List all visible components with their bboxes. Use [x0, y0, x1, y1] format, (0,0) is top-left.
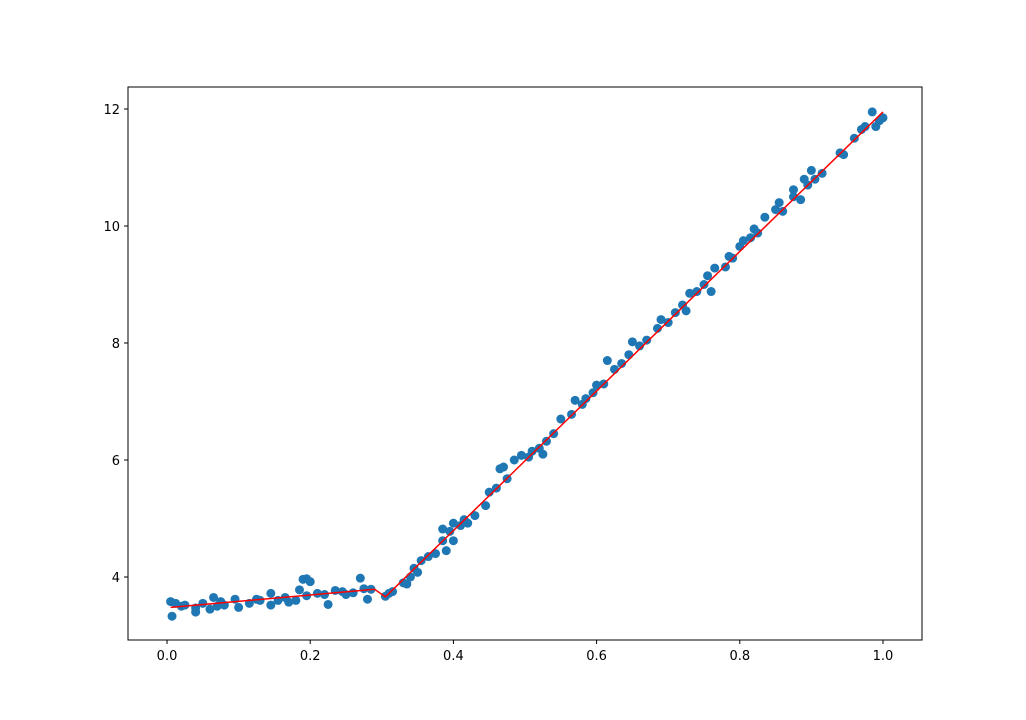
scatter-point	[556, 414, 566, 424]
scatter-point	[312, 588, 322, 598]
scatter-point	[209, 592, 219, 602]
scatter-point	[167, 611, 177, 621]
scatter-point	[423, 552, 433, 562]
y-tick-label: 6	[112, 454, 120, 469]
scatter-point	[685, 288, 695, 298]
fit-line	[170, 111, 884, 609]
scatter-point	[499, 462, 509, 472]
scatter-point	[355, 573, 365, 583]
y-tick-label: 8	[112, 337, 120, 352]
x-tick-label: 0.2	[300, 649, 321, 664]
y-tick-label: 10	[103, 220, 120, 235]
x-tick-label: 0.8	[729, 649, 750, 664]
x-tick-label: 1.0	[873, 649, 894, 664]
scatter-point	[541, 436, 551, 446]
scatter-point	[266, 600, 276, 610]
scatter-point	[266, 588, 276, 598]
scatter-point	[234, 602, 244, 612]
scatter-point	[703, 271, 713, 281]
scatter-point	[294, 585, 304, 595]
scatter-point	[205, 604, 215, 614]
scatter-point	[431, 549, 441, 559]
scatter-point	[681, 306, 691, 316]
scatter-point	[570, 395, 580, 405]
scatter-point	[588, 388, 598, 398]
scatter-point	[284, 597, 294, 607]
scatter-point	[771, 205, 781, 215]
scatter-point	[624, 350, 634, 360]
x-tick-label: 0.0	[157, 649, 178, 664]
scatter-point	[348, 588, 358, 598]
scatter-point	[388, 587, 398, 597]
scatter-point	[817, 168, 827, 178]
scatter-point	[839, 150, 849, 160]
scatter-point	[445, 526, 455, 536]
scatter-point	[516, 450, 526, 460]
scatter-point	[463, 518, 473, 528]
scatter-point	[652, 323, 662, 333]
x-tick-label: 0.4	[443, 649, 464, 664]
scatter-point	[774, 198, 784, 208]
scatter-point	[878, 113, 888, 123]
scatter-point	[867, 107, 877, 117]
scatter-point	[323, 599, 333, 609]
scatter-point	[642, 335, 652, 345]
scatter-point	[656, 315, 666, 325]
scatter-point	[198, 598, 208, 608]
scatter-point	[806, 165, 816, 175]
scatter-point	[706, 287, 716, 297]
scatter-point	[438, 524, 448, 534]
scatter-point	[441, 546, 451, 556]
scatter-point	[692, 287, 702, 297]
scatter-point	[710, 263, 720, 273]
scatter-point	[788, 192, 798, 202]
scatter-point	[592, 380, 602, 390]
axes-frame	[127, 86, 923, 641]
scatter-point	[362, 594, 372, 604]
y-tick-label: 4	[112, 571, 120, 586]
scatter-point	[760, 212, 770, 222]
scatter-point	[788, 185, 798, 195]
scatter-point	[720, 262, 730, 272]
scatter-point	[255, 595, 265, 605]
scatter-point	[413, 567, 423, 577]
scatter-point	[305, 577, 315, 587]
scatter-point	[320, 590, 330, 600]
scatter-point	[738, 236, 748, 246]
scatter-point	[635, 341, 645, 351]
scatter-point	[778, 206, 788, 216]
scatter-point	[699, 279, 709, 289]
scatter-point	[602, 356, 612, 366]
scatter-point	[180, 600, 190, 610]
scatter-point	[509, 455, 519, 465]
scatter-point	[416, 556, 426, 566]
scatter-point	[402, 579, 412, 589]
scatter-point	[291, 595, 301, 605]
scatter-point	[860, 122, 870, 132]
scatter-point	[581, 394, 591, 404]
scatter-point	[470, 511, 480, 521]
x-tick-label: 0.6	[586, 649, 607, 664]
scatter-point	[527, 446, 537, 456]
scatter-point	[448, 536, 458, 546]
scatter-point	[663, 318, 673, 328]
scatter-point	[481, 501, 491, 511]
scatter-point	[627, 337, 637, 347]
scatter-point	[448, 518, 458, 528]
scatter-point	[796, 195, 806, 205]
scatter-point	[617, 358, 627, 368]
scatter-point	[670, 308, 680, 318]
y-tick-label: 12	[103, 103, 120, 118]
scatter-point	[746, 233, 756, 243]
scatter-point	[538, 449, 548, 459]
scatter-point	[849, 133, 859, 143]
scatter-point	[609, 364, 619, 374]
